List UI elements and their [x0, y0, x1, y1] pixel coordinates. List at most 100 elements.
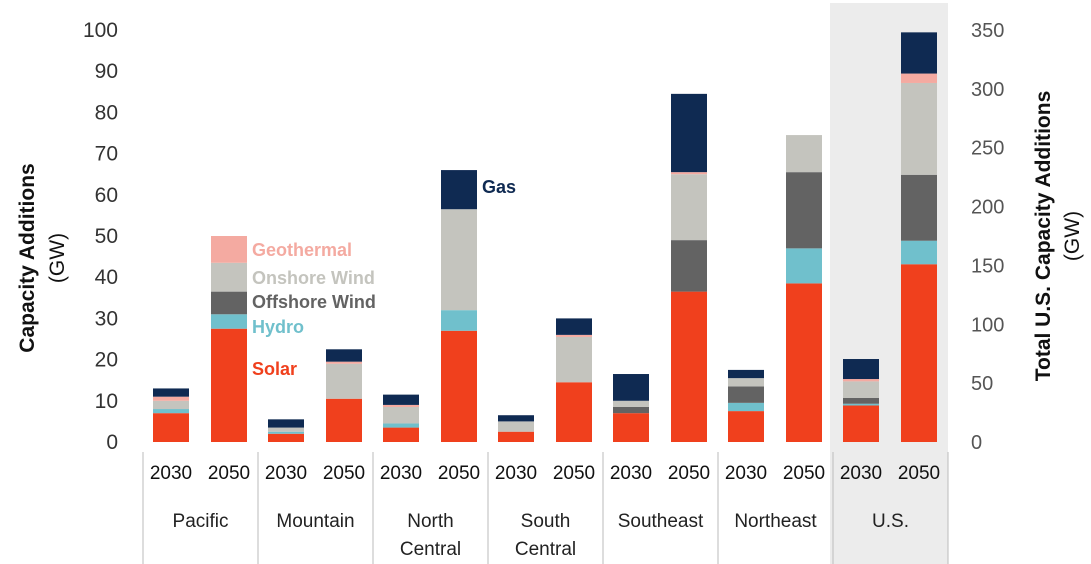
- bar-segment-solar: [556, 382, 592, 442]
- bar-segment-onshore-wind: [671, 174, 707, 241]
- annotation-solar: Solar: [252, 359, 297, 379]
- left-y-tick-label: 10: [95, 390, 118, 413]
- bar-segment-hydro: [901, 240, 937, 265]
- bar-segment-gas: [613, 374, 649, 401]
- bar-segment-onshore-wind: [268, 427, 304, 432]
- bar-segment-hydro: [383, 423, 419, 428]
- bar-segment-onshore-wind: [901, 82, 937, 175]
- year-tick-label: 2030: [150, 463, 192, 484]
- right-y-tick-label: 150: [971, 255, 1004, 277]
- right-y-tick-label: 300: [971, 79, 1004, 101]
- bar-segment-offshore-wind: [843, 397, 879, 404]
- x-axis: 2030 2050 Pacific 2030 2050 Mountain 2030 2050 N…: [142, 452, 949, 564]
- bar-segment-onshore-wind: [843, 381, 879, 398]
- bar-segment-offshore-wind: [613, 406, 649, 414]
- left-y-tick-label: 40: [95, 266, 118, 289]
- bar-segment-hydro: [786, 248, 822, 284]
- bar-segment-onshore-wind: [728, 378, 764, 387]
- year-tick-label: 2050: [208, 463, 250, 484]
- region-label: Central: [400, 539, 461, 560]
- bar-segment-geothermal: [671, 172, 707, 175]
- year-tick-label: 2050: [783, 463, 825, 484]
- bar-segment-onshore-wind: [441, 209, 477, 311]
- bar-segment-geothermal: [901, 73, 937, 83]
- bar-segment-onshore-wind: [153, 400, 189, 410]
- region-label: South: [521, 511, 571, 532]
- bar-segment-hydro: [268, 431, 304, 434]
- bar-segment-geothermal: [383, 404, 419, 407]
- right-y-tick-label: 50: [971, 373, 993, 395]
- region-label: Central: [515, 539, 576, 560]
- left-y-axis-label: Capacity Additions: [16, 163, 39, 352]
- bar-segment-onshore-wind: [211, 262, 247, 292]
- bar-segment-gas: [153, 388, 189, 397]
- bar-segment-onshore-wind: [786, 135, 822, 173]
- bar-segment-hydro: [211, 314, 247, 329]
- left-y-tick-label: 20: [95, 349, 118, 372]
- bar-segment-offshore-wind: [211, 291, 247, 315]
- bar-segment-offshore-wind: [786, 172, 822, 249]
- bar-segment-offshore-wind: [728, 386, 764, 403]
- region-label: Southeast: [618, 511, 704, 532]
- left-y-tick-label: 70: [95, 143, 118, 166]
- right-y-tick-label: 100: [971, 314, 1004, 336]
- bar-segment-offshore-wind: [671, 240, 707, 292]
- series-annotations: Gas Geothermal Onshore Wind Offshore Wind Hy…: [252, 177, 516, 379]
- right-y-axis: 0 50 100 150 200 250 300 350: [971, 20, 1004, 454]
- bar-segment-hydro: [153, 409, 189, 414]
- bar-segment-gas: [556, 318, 592, 335]
- bar-segment-solar: [498, 431, 534, 442]
- left-y-tick-label: 80: [95, 101, 118, 124]
- bar-segment-offshore-wind: [901, 174, 937, 241]
- bar-segment-solar: [613, 413, 649, 442]
- region-label: North: [407, 511, 453, 532]
- right-y-tick-label: 250: [971, 138, 1004, 160]
- bar-segment-solar: [326, 398, 362, 442]
- bar-segment-solar: [728, 411, 764, 442]
- region-label: Northeast: [734, 511, 817, 532]
- year-tick-label: 2050: [668, 463, 710, 484]
- bar-segment-gas: [843, 359, 879, 380]
- left-y-tick-label: 60: [95, 184, 118, 207]
- right-y-tick-label: 350: [971, 20, 1004, 42]
- bar-segment-geothermal: [211, 236, 247, 263]
- bar-segment-solar: [901, 264, 937, 442]
- bar-segment-onshore-wind: [383, 406, 419, 424]
- bar-segment-onshore-wind: [613, 400, 649, 407]
- left-y-tick-label: 0: [106, 431, 118, 454]
- bar-segment-hydro: [441, 310, 477, 331]
- bar-segment-geothermal: [556, 334, 592, 337]
- bar-segment-geothermal: [153, 396, 189, 401]
- bar-segment-gas: [441, 170, 477, 210]
- region-label: Pacific: [173, 511, 229, 532]
- year-tick-label: 2050: [898, 463, 940, 484]
- annotation-gas: Gas: [482, 177, 516, 197]
- year-tick-label: 2030: [495, 463, 537, 484]
- bar-segment-geothermal: [843, 379, 879, 382]
- bar-segment-gas: [383, 394, 419, 405]
- bar-segment-onshore-wind: [556, 336, 592, 383]
- bar-segment-hydro: [843, 403, 879, 406]
- bar-segment-solar: [211, 328, 247, 442]
- right-y-axis-unit: (GW): [1061, 211, 1084, 261]
- year-tick-label: 2030: [380, 463, 422, 484]
- bar-segment-geothermal: [326, 361, 362, 364]
- annotation-hydro: Hydro: [252, 317, 304, 337]
- right-y-tick-label: 0: [971, 432, 982, 454]
- bar-segment-solar: [153, 413, 189, 442]
- left-y-tick-label: 50: [95, 225, 118, 248]
- annotation-offshore-wind: Offshore Wind: [252, 292, 376, 312]
- year-tick-label: 2030: [725, 463, 767, 484]
- bar-segment-gas: [671, 93, 707, 173]
- right-y-axis-label: Total U.S. Capacity Additions: [1032, 91, 1055, 382]
- left-y-tick-label: 100: [83, 19, 118, 42]
- annotation-geothermal: Geothermal: [252, 240, 352, 260]
- annotation-onshore-wind: Onshore Wind: [252, 268, 375, 288]
- year-tick-label: 2030: [265, 463, 307, 484]
- year-tick-label: 2050: [438, 463, 480, 484]
- region-label: Mountain: [276, 511, 354, 532]
- bar-segment-gas: [326, 349, 362, 362]
- bar-segment-onshore-wind: [498, 421, 534, 432]
- stacked-bars: [153, 32, 937, 442]
